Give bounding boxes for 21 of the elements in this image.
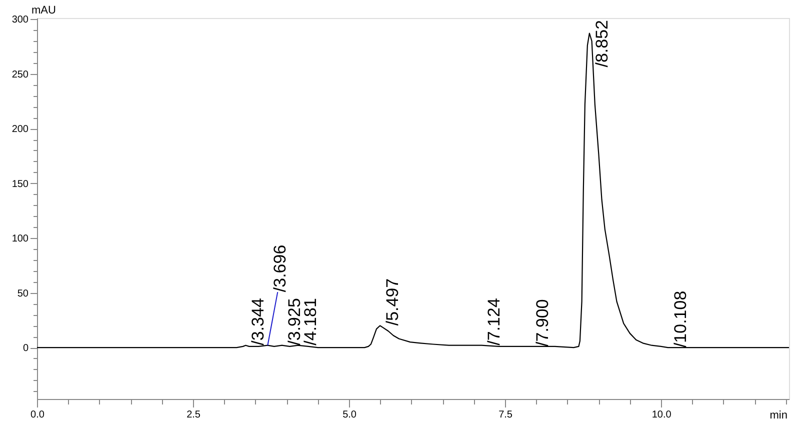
y-tick-label: 300: [12, 14, 29, 26]
x-tick-label: 0.0: [30, 410, 45, 420]
y-tick-label: 250: [12, 69, 29, 80]
annotation: /7.124: [484, 298, 504, 346]
x-tick-label: 10.0: [652, 410, 672, 420]
y-tick-label: 0: [22, 343, 29, 354]
y-axis-title: mAU: [32, 4, 56, 16]
x-tick-label: 2.5: [186, 410, 201, 420]
x-tick-label: 7.5: [498, 410, 513, 420]
x-axis-title: min: [770, 410, 788, 422]
y-tick-label: 100: [12, 234, 29, 245]
y-tick-label: 150: [12, 178, 29, 190]
annotation: /5.497: [383, 278, 402, 326]
y-tick-label: 50: [17, 288, 29, 300]
annotation: /3.344: [248, 298, 268, 346]
annotation: /7.900: [533, 299, 552, 346]
y-tick-label: 200: [12, 124, 29, 136]
annotation: /3.696: [270, 244, 290, 292]
annotation: /8.852: [592, 20, 612, 68]
x-tick-label: 5.0: [342, 410, 357, 420]
annotation: /10.108: [670, 290, 690, 348]
